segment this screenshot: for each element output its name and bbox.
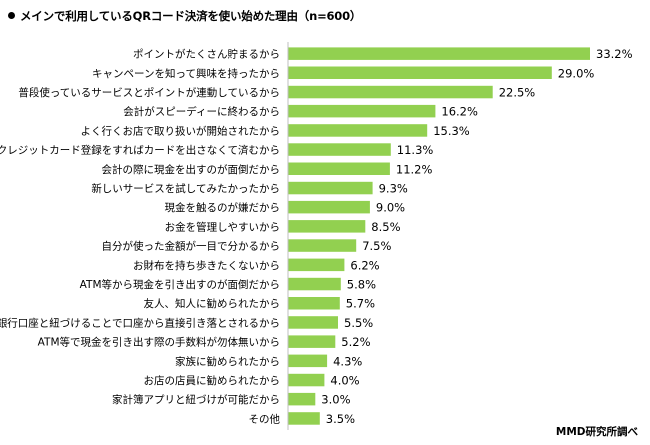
value-label: 11.2% [396,162,433,176]
category-label: お金を管理しやすいから [165,220,280,233]
bar [288,200,370,214]
category-label: クレジットカード登録をすればカードを出さなくて済むから [0,144,280,157]
bar [288,47,590,60]
value-label: 11.3% [397,143,434,157]
chart-title-text: メインで利用しているQRコード決済を使い始めた理由（n=600） [20,9,362,23]
value-label: 5.7% [346,297,375,311]
category-label: 会計の際に現金を出すのが面倒だから [102,163,281,176]
chart-title: メインで利用しているQRコード決済を使い始めた理由（n=600） [8,8,361,24]
category-label: 新しいサービスを試してみたかったから [91,182,280,195]
bar [288,277,341,291]
bar [288,239,357,252]
bar [288,143,391,156]
value-label: 7.5% [362,239,391,253]
value-label: 5.5% [344,316,373,330]
value-label: 4.0% [330,374,359,388]
category-label: 現金を触るのが嫌だから [165,201,281,214]
category-label: ATM等で現金を引き出す際の手数料が勿体無いから [38,336,280,349]
category-label: お店の店員に勧められたから [144,374,281,387]
category-label: 家計簿アプリと紐づけが可能だから [112,393,280,406]
category-label: ATM等から現金を引き出すのが面倒だから [80,278,280,291]
bar [288,392,316,406]
bar [288,412,320,425]
category-label: キャンペーンを知って興味を持ったから [92,67,280,80]
bar [288,258,345,272]
bar [288,316,338,329]
bullet-icon [8,12,15,19]
bar [288,104,436,118]
value-label: 29.0% [558,66,595,80]
category-label: 自分が使った金額が一目で分かるから [102,240,281,253]
category-label: ポイントがたくさん貯まるから [133,48,280,61]
category-label: 銀行口座と紐づけることで口座から直接引き落とされるから [0,316,280,329]
source-credit: MMD研究所調べ [555,426,638,438]
category-label: 友人、知人に勧められたから [144,297,281,310]
bar [288,297,340,310]
value-label: 5.8% [347,278,376,292]
bar [288,220,366,233]
value-label: 16.2% [441,105,478,119]
bar [288,124,428,137]
value-label: 9.0% [376,201,405,215]
category-label: お財布を持ち歩きたくないから [133,259,280,272]
bar [288,354,328,368]
bar [288,162,390,175]
value-label: 6.2% [350,258,379,272]
value-label: 8.5% [371,220,400,234]
category-label: 会計がスピーディーに終わるから [123,105,280,118]
category-label: よく行くお店で取り扱いが開始されたから [81,124,281,137]
bar [288,335,336,348]
category-label: 家族に勧められたから [175,355,280,368]
bar [288,181,373,195]
value-label: 4.3% [333,354,362,368]
value-label: 15.3% [433,124,470,138]
value-label: 33.2% [596,47,633,61]
value-label: 5.2% [341,335,370,349]
category-label: その他 [249,412,281,425]
bar [288,85,493,99]
category-label: 普段使っているサービスとポイントが連動しているから [18,86,280,99]
value-label: 22.5% [499,86,536,100]
value-label: 3.5% [326,412,355,426]
bar [288,373,325,387]
value-label: 9.3% [379,182,408,196]
value-label: 3.0% [321,393,350,407]
bar [288,66,552,79]
